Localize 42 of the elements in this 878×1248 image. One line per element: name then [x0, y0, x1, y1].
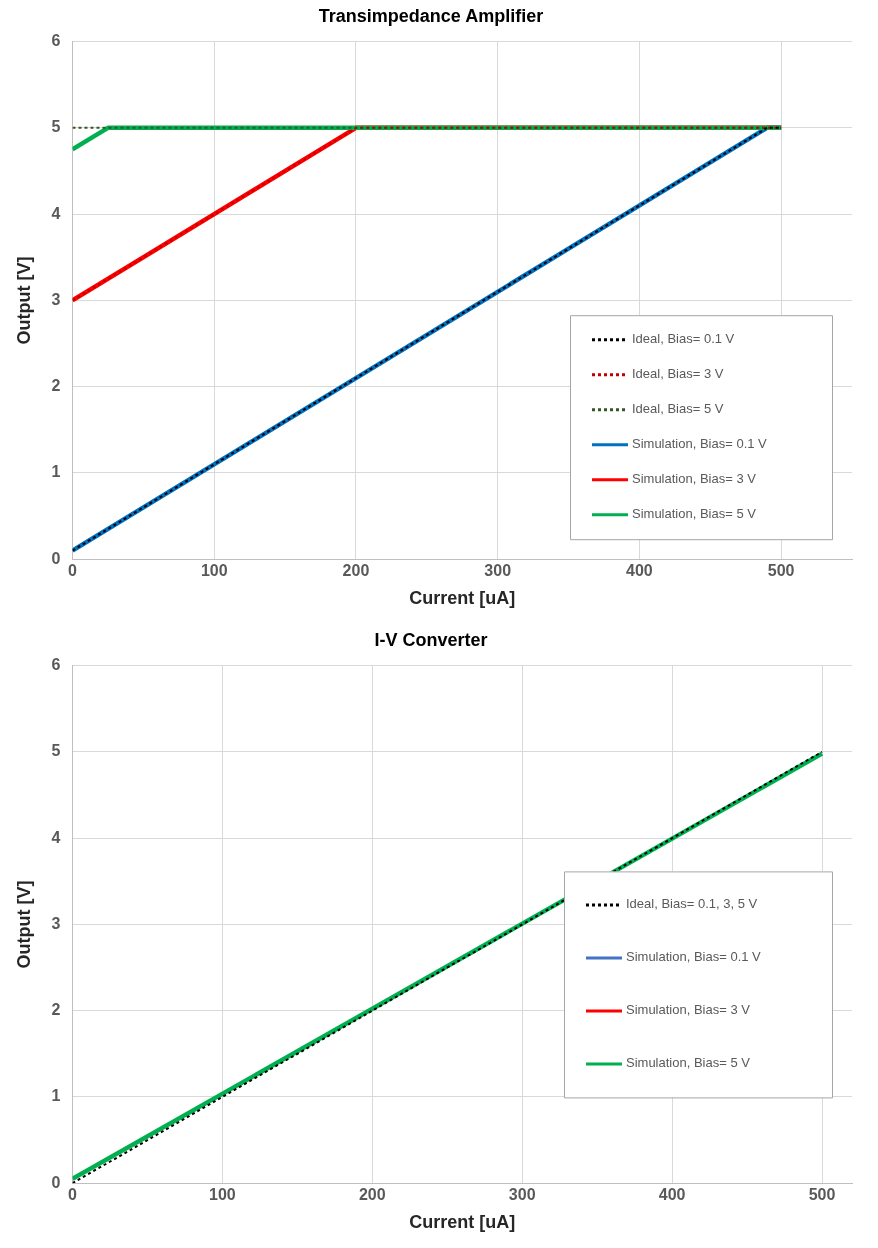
- y-tick-label: 5: [51, 742, 61, 760]
- y-tick-label: 6: [51, 656, 61, 674]
- y-axis-title: Output [V]: [13, 880, 34, 969]
- x-tick-label: 400: [626, 562, 653, 580]
- y-tick-label: 1: [51, 1087, 61, 1105]
- legend-label: Ideal, Bias= 5 V: [632, 401, 724, 417]
- x-tick-label: 0: [68, 1186, 78, 1204]
- y-axis-title: Output [V]: [13, 256, 34, 345]
- x-tick-label: 200: [342, 562, 370, 580]
- y-tick-label: 5: [51, 118, 61, 136]
- legend-label: Simulation, Bias= 3 V: [626, 1002, 751, 1018]
- y-tick-label: 4: [51, 204, 61, 222]
- chart-title: Transimpedance Amplifier: [318, 5, 544, 26]
- y-tick-label: 3: [51, 290, 61, 308]
- legend-label: Simulation, Bias= 0.1 V: [626, 949, 762, 965]
- y-tick-label: 0: [51, 549, 61, 567]
- legend-label: Simulation, Bias= 5 V: [626, 1055, 751, 1071]
- y-tick-label: 2: [51, 377, 61, 395]
- x-tick-label: 200: [358, 1186, 386, 1204]
- x-tick-label: 500: [808, 1186, 836, 1204]
- chart-title: I-V Converter: [374, 629, 488, 650]
- y-tick-label: 3: [51, 914, 61, 932]
- legend-label: Simulation, Bias= 3 V: [632, 471, 757, 487]
- legend-label: Ideal, Bias= 0.1, 3, 5 V: [626, 896, 758, 912]
- x-tick-label: 300: [484, 562, 512, 580]
- x-axis-title: Current [uA]: [409, 588, 516, 609]
- legend-label: Simulation, Bias= 5 V: [632, 506, 757, 522]
- legend-label: Ideal, Bias= 3 V: [632, 366, 724, 382]
- y-tick-label: 0: [51, 1173, 61, 1191]
- legend-label: Ideal, Bias= 0.1 V: [632, 331, 735, 347]
- y-tick-label: 4: [51, 828, 61, 846]
- x-tick-label: 100: [200, 562, 228, 580]
- x-tick-label: 0: [68, 562, 78, 580]
- x-tick-label: 400: [658, 1186, 686, 1204]
- y-tick-label: 2: [51, 1001, 61, 1019]
- y-tick-label: 1: [51, 463, 61, 481]
- legend-label: Simulation, Bias= 0.1 V: [632, 436, 768, 452]
- x-axis-title: Current [uA]: [409, 1212, 516, 1233]
- x-tick-label: 300: [508, 1186, 536, 1204]
- x-tick-label: 500: [767, 562, 795, 580]
- y-tick-label: 6: [51, 32, 61, 50]
- x-tick-label: 100: [209, 1186, 236, 1204]
